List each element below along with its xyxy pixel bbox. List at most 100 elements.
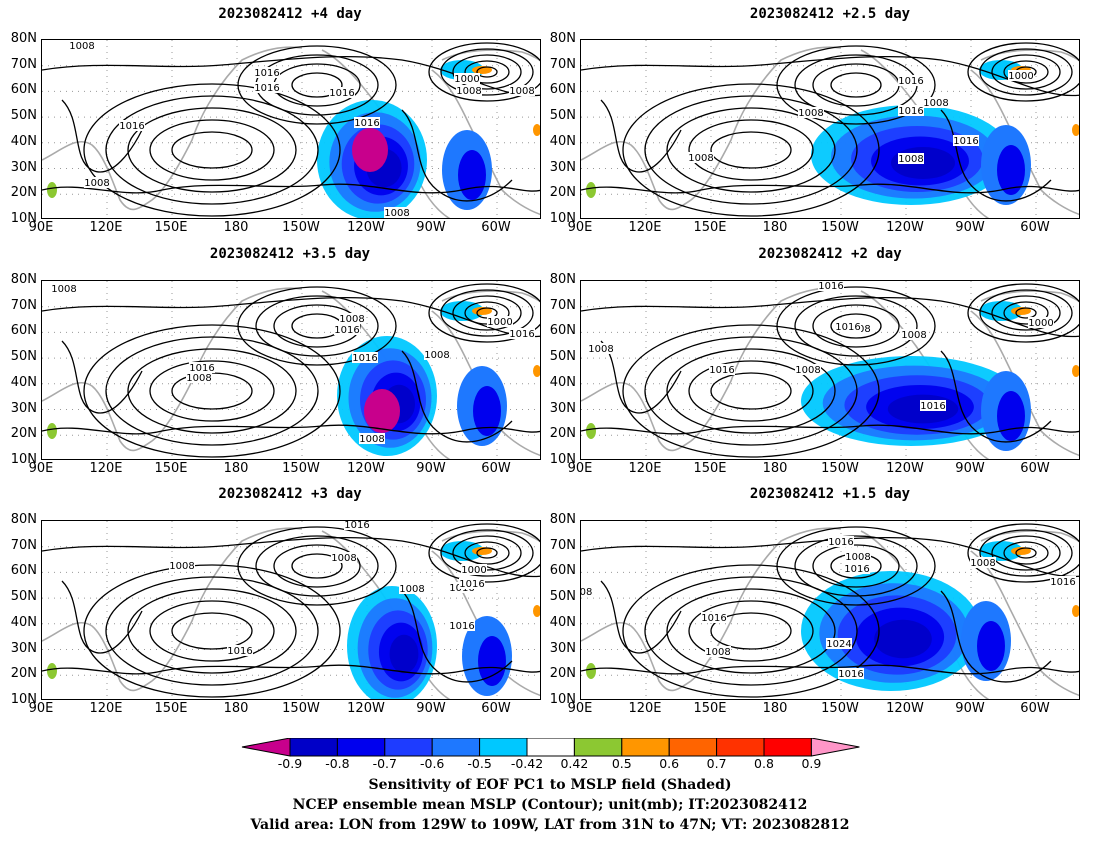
lat-tick-label: 70N	[10, 297, 37, 313]
lon-tick-label: 60W	[481, 701, 511, 716]
colorbar-swatch	[526, 738, 575, 757]
contour-label: 1008	[339, 314, 364, 325]
lon-tick-label: 90W	[955, 461, 985, 476]
contour-label: 1016	[1050, 577, 1075, 588]
lat-tick-label: 40N	[10, 374, 37, 390]
contour-label: 1016	[354, 118, 379, 129]
lon-tick-label: 150E	[154, 220, 188, 235]
lon-tick-label: 120W	[886, 220, 924, 235]
colorbar-swatch	[479, 738, 528, 757]
contour-label: 1016	[709, 365, 734, 376]
contour-label: 1016	[344, 521, 369, 531]
lon-tick-label: 120W	[347, 461, 385, 476]
sensitivity-shading	[586, 541, 1079, 691]
lat-tick-label: 30N	[549, 400, 576, 416]
colorbar-level-label: 0.7	[706, 756, 727, 771]
lon-tick-label: 120W	[886, 461, 924, 476]
mslp-contours	[42, 523, 540, 698]
lon-tick-label: 120E	[628, 461, 662, 476]
contour-label: 1008	[923, 98, 948, 109]
contour-label: 1008	[588, 344, 613, 355]
colorbar-max-arrow	[810, 738, 860, 757]
contour-label: 1008	[51, 284, 76, 295]
panel-title-3: 2023082412 +3.5 day	[209, 246, 371, 262]
lon-tick-label: 60W	[481, 461, 511, 476]
map-plot-4: 101610081016100810001008100810161016	[581, 281, 1079, 459]
colorbar-swatch	[289, 738, 338, 757]
lat-tick-label: 70N	[549, 537, 576, 553]
lat-tick-label: 60N	[10, 563, 37, 579]
lon-tick-label: 150W	[282, 701, 320, 716]
lat-tick-label: 70N	[10, 537, 37, 553]
lon-tick-label: 90W	[955, 220, 985, 235]
map-panel-5: 101610081008101610161008101610001016	[41, 520, 541, 700]
colorbar-level-label: 0.9	[801, 756, 822, 771]
contour-label: 1000	[1008, 71, 1033, 82]
lon-tick-label: 120E	[89, 461, 123, 476]
lon-tick-label: 150E	[693, 701, 727, 716]
lat-tick-label: 10N	[10, 691, 37, 707]
colorbar-level-label: 0.5	[611, 756, 632, 771]
lat-tick-label: 60N	[549, 323, 576, 339]
lat-tick-label: 30N	[10, 640, 37, 656]
contour-label: 1016	[818, 281, 843, 292]
contour-label: 1008	[331, 553, 356, 564]
lat-tick-label: 10N	[549, 691, 576, 707]
lon-tick-label: 60W	[481, 220, 511, 235]
contour-label: 08	[581, 587, 592, 598]
contour-label: 1000	[1028, 318, 1053, 329]
sensitivity-shading	[586, 60, 1079, 205]
lon-tick-label: 120E	[89, 220, 123, 235]
lat-tick-label: 20N	[10, 185, 37, 201]
lat-tick-label: 40N	[10, 133, 37, 149]
colorbar-swatch	[668, 738, 718, 757]
contour-label: 1016	[953, 136, 978, 147]
colorbar-swatch	[336, 738, 386, 757]
contour-label: 1000	[454, 74, 479, 85]
mslp-contours	[581, 283, 1079, 458]
contour-label: 1016	[254, 68, 279, 79]
contour-label: 1008	[901, 330, 926, 341]
contour-label: 1016	[828, 537, 853, 548]
lon-tick-label: 180	[762, 701, 788, 716]
contour-label: 1016	[835, 322, 860, 333]
panel-title-6: 2023082412 +1.5 day	[749, 486, 911, 502]
contour-labels: 101610081016100810001008100810161016	[588, 281, 1054, 412]
contour-label: 1008	[688, 153, 713, 164]
lon-tick-label: 150E	[154, 701, 188, 716]
lon-tick-label: 90E	[567, 461, 593, 476]
colorbar-level-label: 0.42	[560, 756, 589, 771]
panel-title-1: 2023082412 +4 day	[218, 6, 362, 22]
lon-tick-label: 120W	[886, 701, 924, 716]
caption-line-3: Valid area: LON from 129W to 109W, LAT f…	[250, 817, 850, 833]
lon-tick-label: 120W	[347, 220, 385, 235]
colorbar-swatch	[763, 738, 812, 757]
contour-label: 1008	[970, 558, 995, 569]
colorbar-level-label: -0.6	[419, 756, 445, 771]
lon-tick-label: 90E	[28, 461, 54, 476]
lat-tick-label: 80N	[549, 31, 576, 46]
lon-tick-label: 150W	[821, 220, 859, 235]
contour-label: 1008	[509, 86, 534, 97]
map-panel-2: 1008 1016 1008 1016 1008 1000 1016 1008	[580, 39, 1080, 219]
lon-tick-label: 150W	[282, 220, 320, 235]
contour-label: 1016	[898, 76, 923, 87]
lat-tick-label: 40N	[549, 374, 576, 390]
lat-tick-label: 50N	[549, 108, 576, 124]
lon-tick-label: 90E	[567, 220, 593, 235]
contour-label: 1008	[798, 108, 823, 119]
lat-tick-label: 80N	[549, 512, 576, 527]
mslp-contours	[581, 42, 1079, 217]
contour-label: 1016	[459, 579, 484, 590]
panel-title-4: 2023082412 +2 day	[758, 246, 902, 262]
lon-tick-label: 150W	[821, 461, 859, 476]
contour-label: 1008	[169, 561, 194, 572]
lat-tick-label: 20N	[549, 426, 576, 442]
lat-tick-label: 70N	[549, 56, 576, 72]
contour-label: 1008	[795, 365, 820, 376]
contour-label: 1024	[826, 639, 851, 650]
lat-tick-label: 60N	[10, 323, 37, 339]
lat-tick-label: 20N	[549, 185, 576, 201]
